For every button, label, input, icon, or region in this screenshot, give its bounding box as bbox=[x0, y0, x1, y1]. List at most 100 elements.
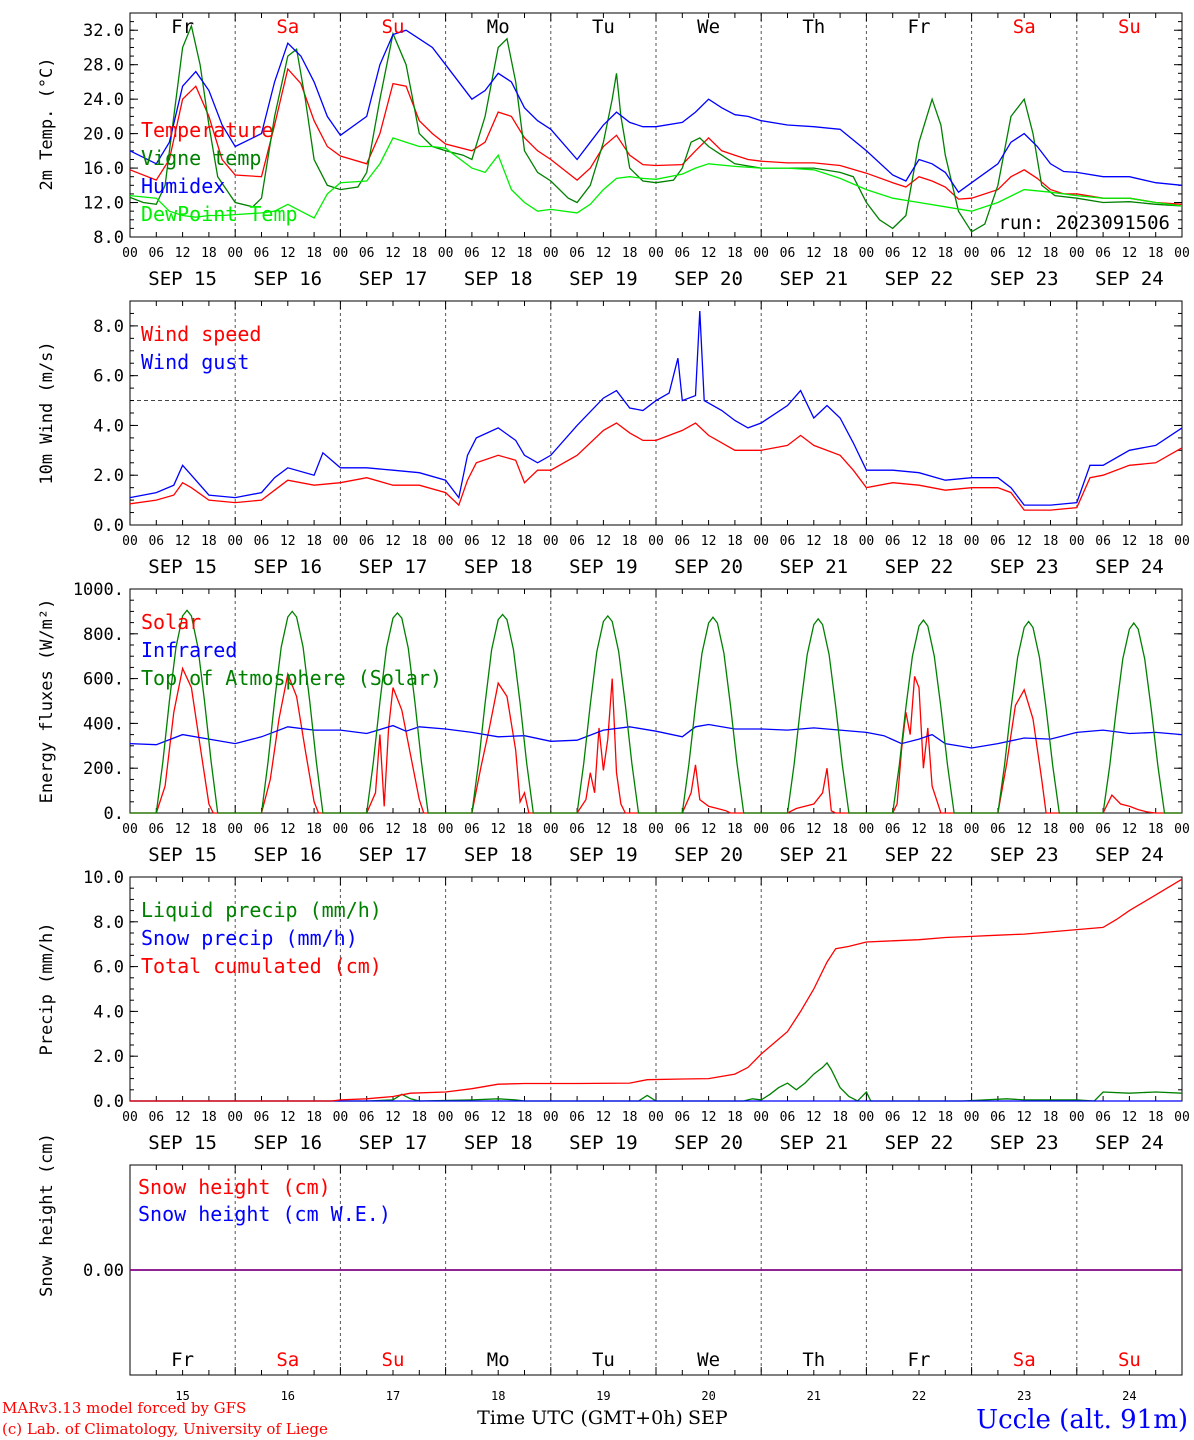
hour-tick-label: 00 bbox=[438, 822, 454, 837]
day-name-label: Fr bbox=[908, 1349, 931, 1371]
hour-tick-label: 00 bbox=[859, 1110, 875, 1125]
y-tick-label: 20.0 bbox=[83, 125, 124, 145]
hour-tick-label: 12 bbox=[596, 246, 612, 261]
y-axis-title: Precip (mm/h) bbox=[37, 922, 57, 1055]
station-label: Uccle (alt. 91m) bbox=[976, 1405, 1188, 1435]
day-name-label: Th bbox=[802, 16, 825, 38]
hour-tick-label: 12 bbox=[280, 534, 296, 549]
hour-tick-label: 00 bbox=[1174, 1110, 1190, 1125]
hour-tick-label: 06 bbox=[1095, 822, 1111, 837]
hour-tick-label: 00 bbox=[333, 822, 349, 837]
hour-tick-label: 18 bbox=[1148, 246, 1164, 261]
hour-tick-label: 12 bbox=[280, 1110, 296, 1125]
hour-tick-label: 06 bbox=[359, 822, 375, 837]
hour-tick-label: 12 bbox=[175, 534, 191, 549]
hour-tick-label: 06 bbox=[254, 534, 270, 549]
hour-tick-label: 18 bbox=[937, 534, 953, 549]
hour-tick-label: 00 bbox=[648, 1110, 664, 1125]
hour-tick-label: 12 bbox=[385, 1110, 401, 1125]
series-total-cumulated-cm bbox=[130, 878, 1183, 1102]
hour-tick-label: 00 bbox=[333, 246, 349, 261]
series-dewpoint-temp bbox=[129, 137, 1183, 219]
hour-tick-label: 12 bbox=[911, 1110, 927, 1125]
hour-tick-label: 06 bbox=[359, 534, 375, 549]
hour-tick-label: 00 bbox=[1174, 246, 1190, 261]
day-number-label: 22 bbox=[912, 1389, 926, 1403]
panel-4: 0.0 2.0 4.0 6.0 8.0 10.0 Precip (mm/h) Liquid p… bbox=[37, 868, 1190, 1154]
hour-tick-label: 06 bbox=[885, 246, 901, 261]
day-name-label: Fr bbox=[171, 1349, 194, 1371]
hour-tick-label: 06 bbox=[569, 246, 585, 261]
hour-tick-label: 12 bbox=[175, 822, 191, 837]
date-label: SEP 21 bbox=[779, 556, 848, 578]
hour-tick-label: 18 bbox=[1043, 1110, 1059, 1125]
y-tick-label: 600. bbox=[83, 670, 124, 690]
day-number-label: 24 bbox=[1122, 1389, 1136, 1403]
day-number-label: 16 bbox=[281, 1389, 295, 1403]
series-top-of-atmosphere-solar bbox=[130, 609, 1182, 814]
day-name-label: Mo bbox=[487, 1349, 510, 1371]
hour-tick-label: 12 bbox=[1122, 246, 1138, 261]
hour-tick-label: 12 bbox=[596, 1110, 612, 1125]
hour-tick-label: 18 bbox=[832, 246, 848, 261]
hour-tick-label: 12 bbox=[490, 534, 506, 549]
y-tick-label: 4.0 bbox=[93, 416, 124, 436]
day-name-label: Mo bbox=[487, 16, 510, 38]
legend-entry: Solar bbox=[141, 610, 201, 634]
hour-tick-label: 18 bbox=[1043, 822, 1059, 837]
y-tick-label: 4.0 bbox=[93, 1002, 124, 1022]
date-label: SEP 20 bbox=[674, 268, 743, 290]
hour-tick-label: 06 bbox=[464, 534, 480, 549]
hour-tick-label: 06 bbox=[674, 1110, 690, 1125]
panel-1: 8.0 12.0 16.0 20.0 24.0 28.0 32.0 2m Temp. (°C)… bbox=[37, 12, 1190, 290]
panel-2: 0.0 2.0 4.0 6.0 8.0 10m Wind (m/s) Wind speed W… bbox=[37, 300, 1190, 578]
hour-tick-label: 12 bbox=[701, 534, 717, 549]
hour-tick-label: 18 bbox=[306, 822, 322, 837]
day-name-label: We bbox=[697, 16, 720, 38]
date-label: SEP 16 bbox=[253, 268, 322, 290]
hour-tick-label: 06 bbox=[1095, 1110, 1111, 1125]
date-label: SEP 17 bbox=[359, 268, 428, 290]
hour-tick-label: 12 bbox=[385, 822, 401, 837]
date-label: SEP 19 bbox=[569, 1132, 638, 1154]
hour-tick-label: 12 bbox=[911, 822, 927, 837]
hour-tick-label: 06 bbox=[674, 246, 690, 261]
day-name-label: Su bbox=[1118, 16, 1141, 38]
date-label: SEP 18 bbox=[464, 556, 533, 578]
day-number-label: 19 bbox=[596, 1389, 610, 1403]
hour-tick-label: 00 bbox=[122, 246, 138, 261]
hour-tick-label: 06 bbox=[464, 822, 480, 837]
hour-tick-label: 00 bbox=[543, 534, 559, 549]
hour-tick-label: 12 bbox=[596, 822, 612, 837]
legend-entry: Snow height (cm) bbox=[138, 1175, 331, 1199]
hour-tick-label: 00 bbox=[122, 1110, 138, 1125]
hour-tick-label: 06 bbox=[885, 822, 901, 837]
hour-tick-label: 00 bbox=[859, 246, 875, 261]
hour-tick-label: 18 bbox=[832, 822, 848, 837]
hour-tick-label: 12 bbox=[806, 534, 822, 549]
day-name-label: Sa bbox=[276, 16, 299, 38]
y-tick-label: 8.0 bbox=[93, 228, 124, 248]
date-label: SEP 15 bbox=[148, 844, 217, 866]
model-credit: MARv3.13 model forced by GFS bbox=[2, 1399, 246, 1417]
y-tick-label: 8.0 bbox=[93, 913, 124, 933]
y-tick-label: 8.0 bbox=[93, 317, 124, 337]
legend-entry: Top of Atmosphere (Solar) bbox=[141, 666, 442, 690]
hour-tick-label: 00 bbox=[964, 822, 980, 837]
hour-tick-label: 00 bbox=[1174, 822, 1190, 837]
day-name-label: Tu bbox=[592, 16, 615, 38]
day-name-label: We bbox=[697, 1349, 720, 1371]
y-tick-label: 0.0 bbox=[93, 1092, 124, 1112]
plot-frame bbox=[129, 588, 1183, 814]
hour-tick-label: 12 bbox=[1016, 534, 1032, 549]
hour-tick-label: 12 bbox=[1016, 246, 1032, 261]
date-label: SEP 24 bbox=[1095, 1132, 1164, 1154]
hour-tick-label: 18 bbox=[937, 1110, 953, 1125]
hour-tick-label: 06 bbox=[569, 1110, 585, 1125]
day-name-label: Su bbox=[1118, 1349, 1141, 1371]
day-number-label: 21 bbox=[807, 1389, 821, 1403]
y-tick-label: 16.0 bbox=[83, 159, 124, 179]
hour-tick-label: 12 bbox=[490, 1110, 506, 1125]
hour-tick-label: 12 bbox=[596, 534, 612, 549]
